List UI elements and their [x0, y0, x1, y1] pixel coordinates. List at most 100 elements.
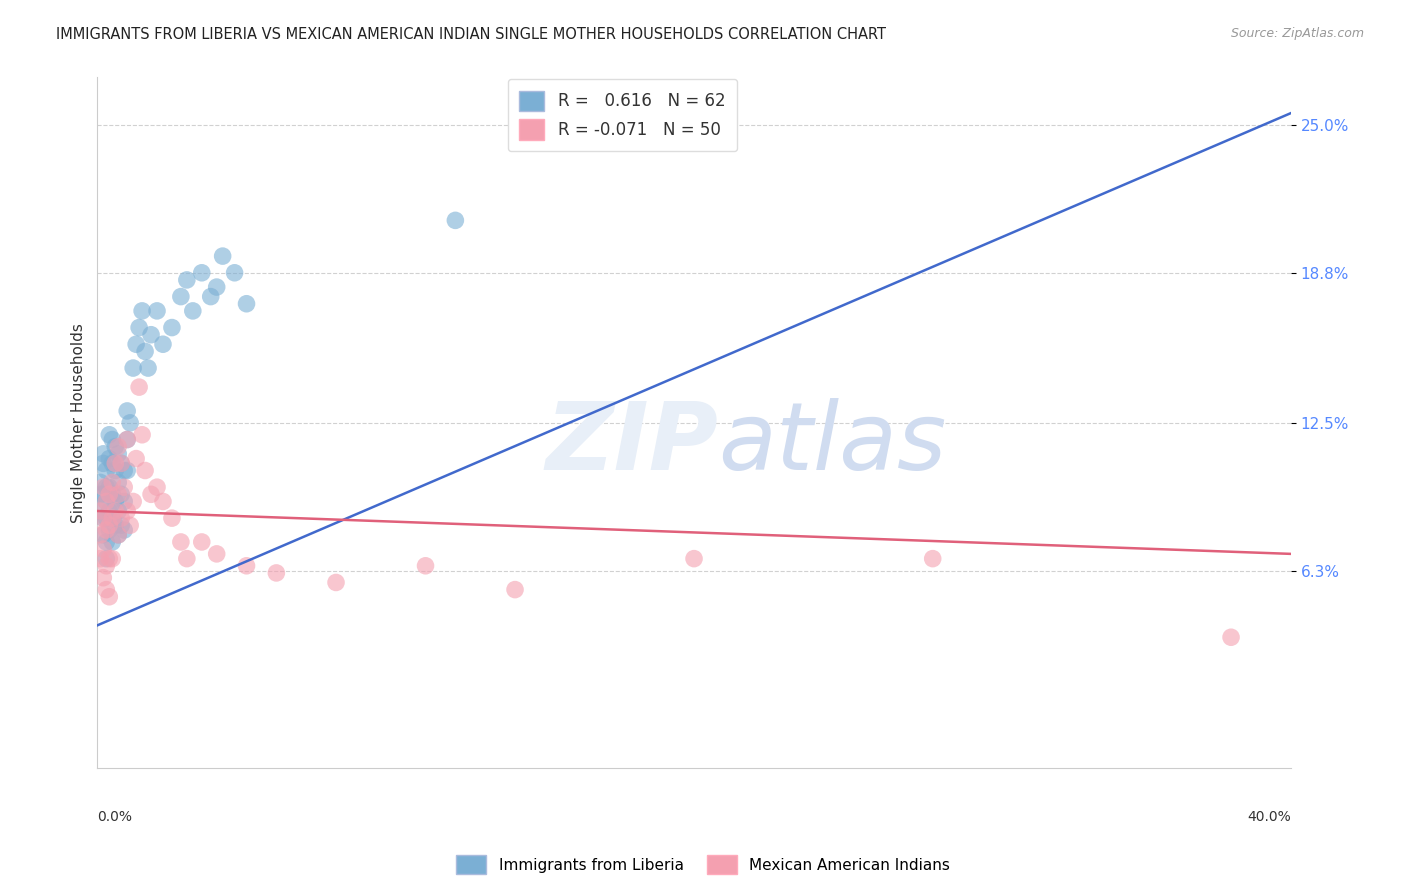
Point: [139, 487, 162, 501]
Point: [191, 535, 214, 549]
Point: [101, 456, 124, 470]
Point: [224, 266, 246, 280]
Text: IMMIGRANTS FROM LIBERIA VS MEXICAN AMERICAN INDIAN SINGLE MOTHER HOUSEHOLDS CORR: IMMIGRANTS FROM LIBERIA VS MEXICAN AMERI…: [56, 27, 886, 42]
Point: [89, 528, 111, 542]
Point: [107, 440, 129, 454]
Point: [107, 487, 129, 501]
Text: ZIP: ZIP: [546, 398, 718, 490]
Point: [160, 511, 183, 525]
Point: [107, 504, 129, 518]
Point: [205, 547, 228, 561]
Point: [110, 456, 132, 470]
Point: [112, 494, 135, 508]
Point: [101, 535, 124, 549]
Point: [91, 447, 114, 461]
Point: [96, 558, 118, 573]
Point: [110, 518, 132, 533]
Point: [131, 427, 153, 442]
Point: [104, 463, 127, 477]
Point: [89, 504, 111, 518]
Point: [96, 511, 118, 525]
Point: [89, 475, 111, 490]
Point: [112, 523, 135, 537]
Point: [136, 361, 159, 376]
Point: [107, 475, 129, 490]
Point: [91, 528, 114, 542]
Point: [96, 523, 118, 537]
Point: [120, 416, 142, 430]
Point: [1220, 630, 1243, 644]
Point: [115, 504, 138, 518]
Point: [98, 518, 121, 533]
Point: [98, 487, 121, 501]
Point: [98, 590, 121, 604]
Point: [96, 494, 118, 508]
Point: [170, 535, 193, 549]
Point: [122, 494, 145, 508]
Point: [115, 463, 138, 477]
Point: [104, 494, 127, 508]
Text: 40.0%: 40.0%: [1247, 810, 1291, 823]
Point: [128, 380, 150, 394]
Point: [176, 551, 198, 566]
Point: [122, 361, 145, 376]
Point: [235, 558, 257, 573]
Point: [91, 511, 114, 525]
Point: [110, 511, 132, 525]
Point: [110, 456, 132, 470]
Point: [205, 280, 228, 294]
Point: [101, 511, 124, 525]
Point: [152, 494, 174, 508]
Point: [415, 558, 437, 573]
Point: [101, 433, 124, 447]
Point: [160, 320, 183, 334]
Y-axis label: Single Mother Households: Single Mother Households: [72, 323, 86, 523]
Point: [146, 480, 169, 494]
Text: atlas: atlas: [718, 398, 946, 489]
Point: [112, 463, 135, 477]
Point: [104, 456, 127, 470]
Legend: R =   0.616   N = 62, R = -0.071   N = 50: R = 0.616 N = 62, R = -0.071 N = 50: [508, 78, 737, 152]
Point: [104, 504, 127, 518]
Point: [98, 551, 121, 566]
Point: [683, 551, 706, 566]
Point: [235, 297, 257, 311]
Point: [96, 494, 118, 508]
Point: [96, 480, 118, 494]
Point: [266, 566, 288, 580]
Point: [98, 504, 121, 518]
Point: [107, 447, 129, 461]
Point: [96, 582, 118, 597]
Legend: Immigrants from Liberia, Mexican American Indians: Immigrants from Liberia, Mexican America…: [450, 849, 956, 880]
Point: [112, 480, 135, 494]
Point: [98, 523, 121, 537]
Point: [91, 456, 114, 470]
Point: [96, 535, 118, 549]
Point: [104, 518, 127, 533]
Point: [191, 266, 214, 280]
Point: [120, 518, 142, 533]
Point: [98, 451, 121, 466]
Point: [131, 304, 153, 318]
Point: [444, 213, 467, 227]
Point: [134, 463, 156, 477]
Point: [134, 344, 156, 359]
Point: [152, 337, 174, 351]
Point: [98, 427, 121, 442]
Point: [101, 511, 124, 525]
Point: [146, 304, 169, 318]
Point: [89, 504, 111, 518]
Point: [921, 551, 943, 566]
Point: [325, 575, 347, 590]
Point: [125, 451, 148, 466]
Point: [139, 327, 162, 342]
Point: [115, 433, 138, 447]
Point: [89, 487, 111, 501]
Point: [503, 582, 526, 597]
Point: [200, 290, 222, 304]
Point: [91, 542, 114, 557]
Point: [170, 290, 193, 304]
Point: [98, 480, 121, 494]
Text: Source: ZipAtlas.com: Source: ZipAtlas.com: [1230, 27, 1364, 40]
Point: [115, 433, 138, 447]
